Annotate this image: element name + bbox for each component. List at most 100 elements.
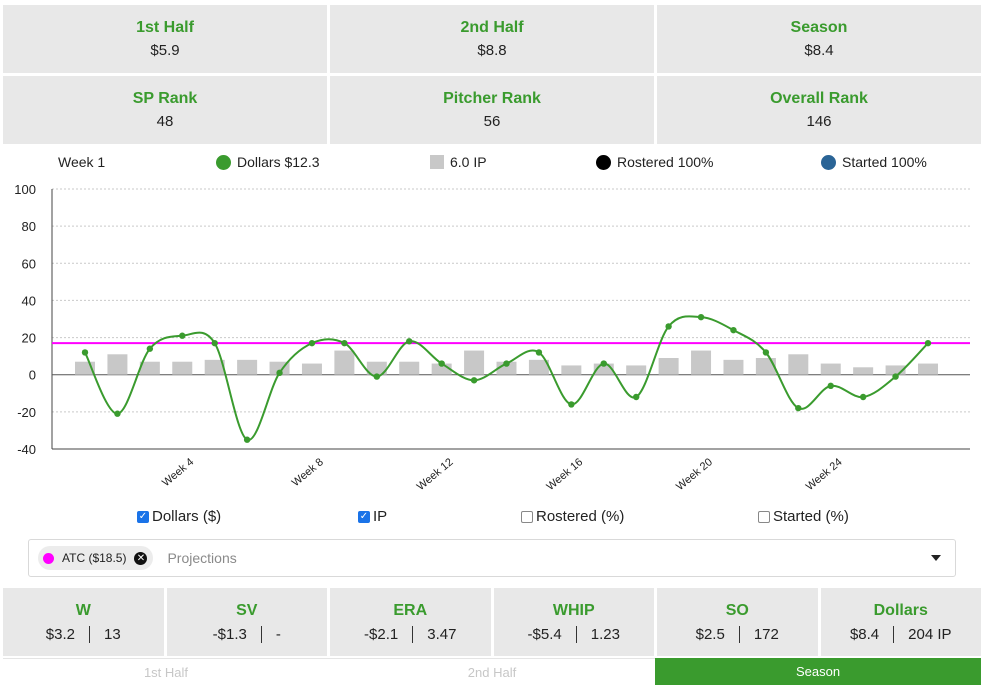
projection-chip[interactable]: ATC ($18.5) ✕ xyxy=(38,546,154,570)
y-tick-label: 100 xyxy=(14,182,36,197)
checkbox-unchecked-icon[interactable] xyxy=(758,510,770,523)
tab-season[interactable]: Season xyxy=(655,658,981,685)
toggle-rostered-label: Rostered (%) xyxy=(536,508,625,525)
legend-dollars-label: Dollars $12.3 xyxy=(237,154,320,170)
ip-bar xyxy=(658,358,679,375)
tile-value: $8.8 xyxy=(477,42,507,59)
stat-value: 204 IP xyxy=(908,625,952,643)
checkbox-unchecked-icon[interactable] xyxy=(521,510,533,523)
dollars-point xyxy=(308,339,316,347)
stat-value: 3.47 xyxy=(427,625,457,643)
ip-bar xyxy=(820,363,841,375)
dropdown-caret-icon[interactable] xyxy=(931,555,941,561)
dollars-point xyxy=(827,382,834,390)
projections-select[interactable]: ATC ($18.5) ✕ Projections xyxy=(28,539,956,577)
tab-1st-half[interactable]: 1st Half xyxy=(3,658,329,685)
summary-row-ranks: SP Rank 48 Pitcher Rank 56 Overall Rank … xyxy=(3,76,981,144)
legend-started-label: Started 100% xyxy=(842,154,927,170)
stat-tiles: W $3.2 13 SV -$1.3 - ERA -$2.1 3.47 WHIP -$… xyxy=(3,588,981,656)
stat-value: 1.23 xyxy=(590,625,620,643)
ip-bar xyxy=(755,358,776,375)
toggle-started[interactable]: Started (%) xyxy=(758,508,849,525)
y-tick-label: -40 xyxy=(17,442,36,457)
stat-label: ERA xyxy=(393,601,428,619)
tile-label: Overall Rank xyxy=(770,90,868,107)
stat-whip: WHIP -$5.4 1.23 xyxy=(493,588,654,656)
stat-label: WHIP xyxy=(552,601,595,619)
stat-era: ERA -$2.1 3.47 xyxy=(330,588,491,656)
stat-label: Dollars xyxy=(873,601,928,619)
ip-bar xyxy=(496,361,517,375)
dollars-point xyxy=(406,338,413,345)
projections-placeholder[interactable]: Projections xyxy=(167,550,237,566)
stat-dollar: -$2.1 xyxy=(364,625,399,643)
ip-bar xyxy=(464,350,485,375)
toggle-dollars[interactable]: ✓ Dollars ($) xyxy=(137,508,221,525)
ip-bar xyxy=(366,361,387,375)
legend-rostered: Rostered 100% xyxy=(596,154,714,170)
magenta-dot-icon xyxy=(43,552,54,564)
ip-bar xyxy=(626,365,647,375)
ip-bar xyxy=(691,350,712,375)
tile-pitcher-rank: Pitcher Rank 56 xyxy=(330,76,654,144)
period-tabs: 1st Half 2nd Half Season xyxy=(3,658,981,685)
y-tick-label: -20 xyxy=(17,405,36,420)
stat-w: W $3.2 13 xyxy=(3,588,164,656)
legend-ip-label: 6.0 IP xyxy=(450,154,487,170)
tile-season: Season $8.4 xyxy=(657,5,981,73)
tile-2nd-half: 2nd Half $8.8 xyxy=(330,5,654,73)
dollars-point xyxy=(438,360,445,367)
x-tick-label: Week 12 xyxy=(415,456,456,493)
ip-bar xyxy=(139,361,160,375)
y-tick-label: 20 xyxy=(22,331,36,346)
dollars-point xyxy=(632,393,640,401)
dollars-point xyxy=(859,393,867,401)
toggle-ip-label: IP xyxy=(373,508,388,525)
ip-bar xyxy=(528,359,549,375)
stat-sv: SV -$1.3 - xyxy=(166,588,327,656)
tile-label: Pitcher Rank xyxy=(443,90,541,107)
legend-dollars: Dollars $12.3 xyxy=(216,154,320,170)
checkbox-checked-icon[interactable]: ✓ xyxy=(137,510,149,523)
legend-started: Started 100% xyxy=(821,154,927,170)
weekly-chart: -40 -20 0 20 40 60 80 100 Week 4 Week 8 Week 12 Wee… xyxy=(14,182,970,493)
stat-dollar: $3.2 xyxy=(45,625,75,643)
remove-chip-icon[interactable]: ✕ xyxy=(134,551,148,565)
ip-bar xyxy=(237,359,258,375)
dollars-point xyxy=(341,339,348,347)
dollars-point xyxy=(243,436,251,443)
chart-legend: Week 1 Dollars $12.3 6.0 IP Rostered 100… xyxy=(40,150,970,176)
tile-value: 146 xyxy=(806,113,832,130)
toggle-rostered[interactable]: Rostered (%) xyxy=(521,508,624,525)
dollars-point xyxy=(179,332,186,339)
dollars-point xyxy=(892,373,899,380)
stat-value: 172 xyxy=(753,625,779,643)
ip-bar xyxy=(853,367,874,375)
dollars-point xyxy=(373,373,381,380)
dollars-point xyxy=(81,349,89,356)
tile-label: 2nd Half xyxy=(460,19,524,36)
toggle-ip[interactable]: ✓ IP xyxy=(358,508,387,525)
ip-bar xyxy=(561,365,582,375)
legend-rostered-label: Rostered 100% xyxy=(617,154,714,170)
tile-sp-rank: SP Rank 48 xyxy=(3,76,327,144)
x-tick-label: Week 16 xyxy=(544,456,585,493)
checkbox-checked-icon[interactable]: ✓ xyxy=(358,510,370,523)
blue-dot-icon xyxy=(821,154,836,170)
dollars-point xyxy=(503,360,510,367)
stat-so: SO $2.5 172 xyxy=(657,588,818,656)
gray-square-icon xyxy=(430,155,444,169)
dollars-point xyxy=(211,339,218,347)
tile-value: $5.9 xyxy=(150,42,180,59)
tab-2nd-half[interactable]: 2nd Half xyxy=(329,658,655,685)
legend-week: Week 1 xyxy=(58,154,105,170)
tile-value: 48 xyxy=(156,113,174,130)
stat-dollars: Dollars $8.4 204 IP xyxy=(820,588,981,656)
legend-ip: 6.0 IP xyxy=(430,154,487,170)
ip-bar xyxy=(399,361,420,375)
dollars-point xyxy=(114,410,121,417)
y-tick-label: 40 xyxy=(22,293,36,308)
series-toggles: ✓ Dollars ($) ✓ IP Rostered (%) Started … xyxy=(0,508,984,530)
dollars-point xyxy=(600,360,607,367)
dollars-point xyxy=(924,339,932,347)
